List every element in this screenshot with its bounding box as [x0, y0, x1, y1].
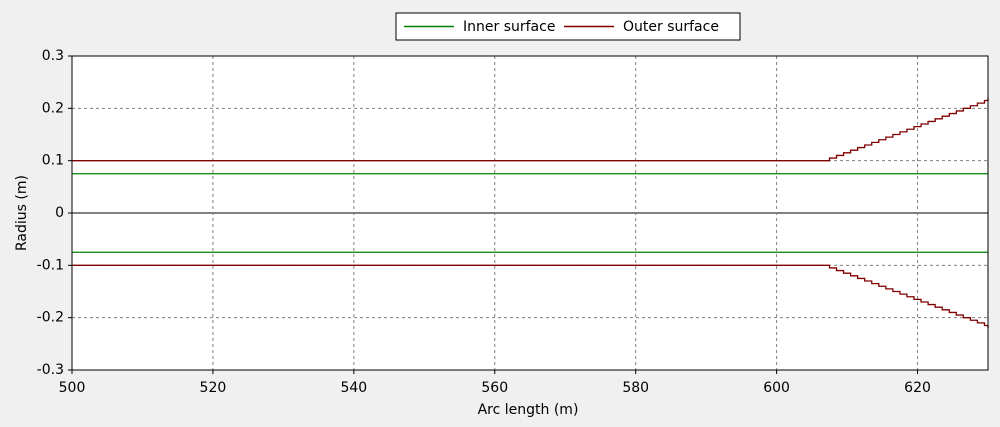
y-tick-label: 0.3: [42, 48, 64, 64]
series-line: [72, 97, 989, 162]
y-tick-label: 0: [55, 205, 64, 221]
x-tick-label: 520: [200, 380, 227, 396]
plot-border: [71, 55, 989, 371]
y-tick-label: -0.1: [37, 257, 64, 273]
y-axis-label: Radius (m): [14, 175, 30, 251]
legend-label: Outer surface: [623, 19, 719, 35]
y-tick-label: 0.1: [42, 153, 64, 169]
x-tick-label: 560: [481, 380, 508, 396]
x-tick-label: 600: [763, 380, 790, 396]
x-tick-label: 620: [904, 380, 931, 396]
x-tick-label: 500: [59, 380, 86, 396]
y-tick-label: -0.2: [37, 310, 64, 326]
x-tick-label: 580: [622, 380, 649, 396]
legend-label: Inner surface: [463, 19, 555, 35]
legend: Inner surface Outer surface: [395, 12, 741, 41]
x-tick-label: 540: [340, 380, 367, 396]
y-tick-label: 0.2: [42, 100, 64, 116]
x-axis-label: Arc length (m): [478, 402, 579, 418]
series-line: [72, 264, 989, 329]
y-tick-label: -0.3: [37, 362, 64, 378]
